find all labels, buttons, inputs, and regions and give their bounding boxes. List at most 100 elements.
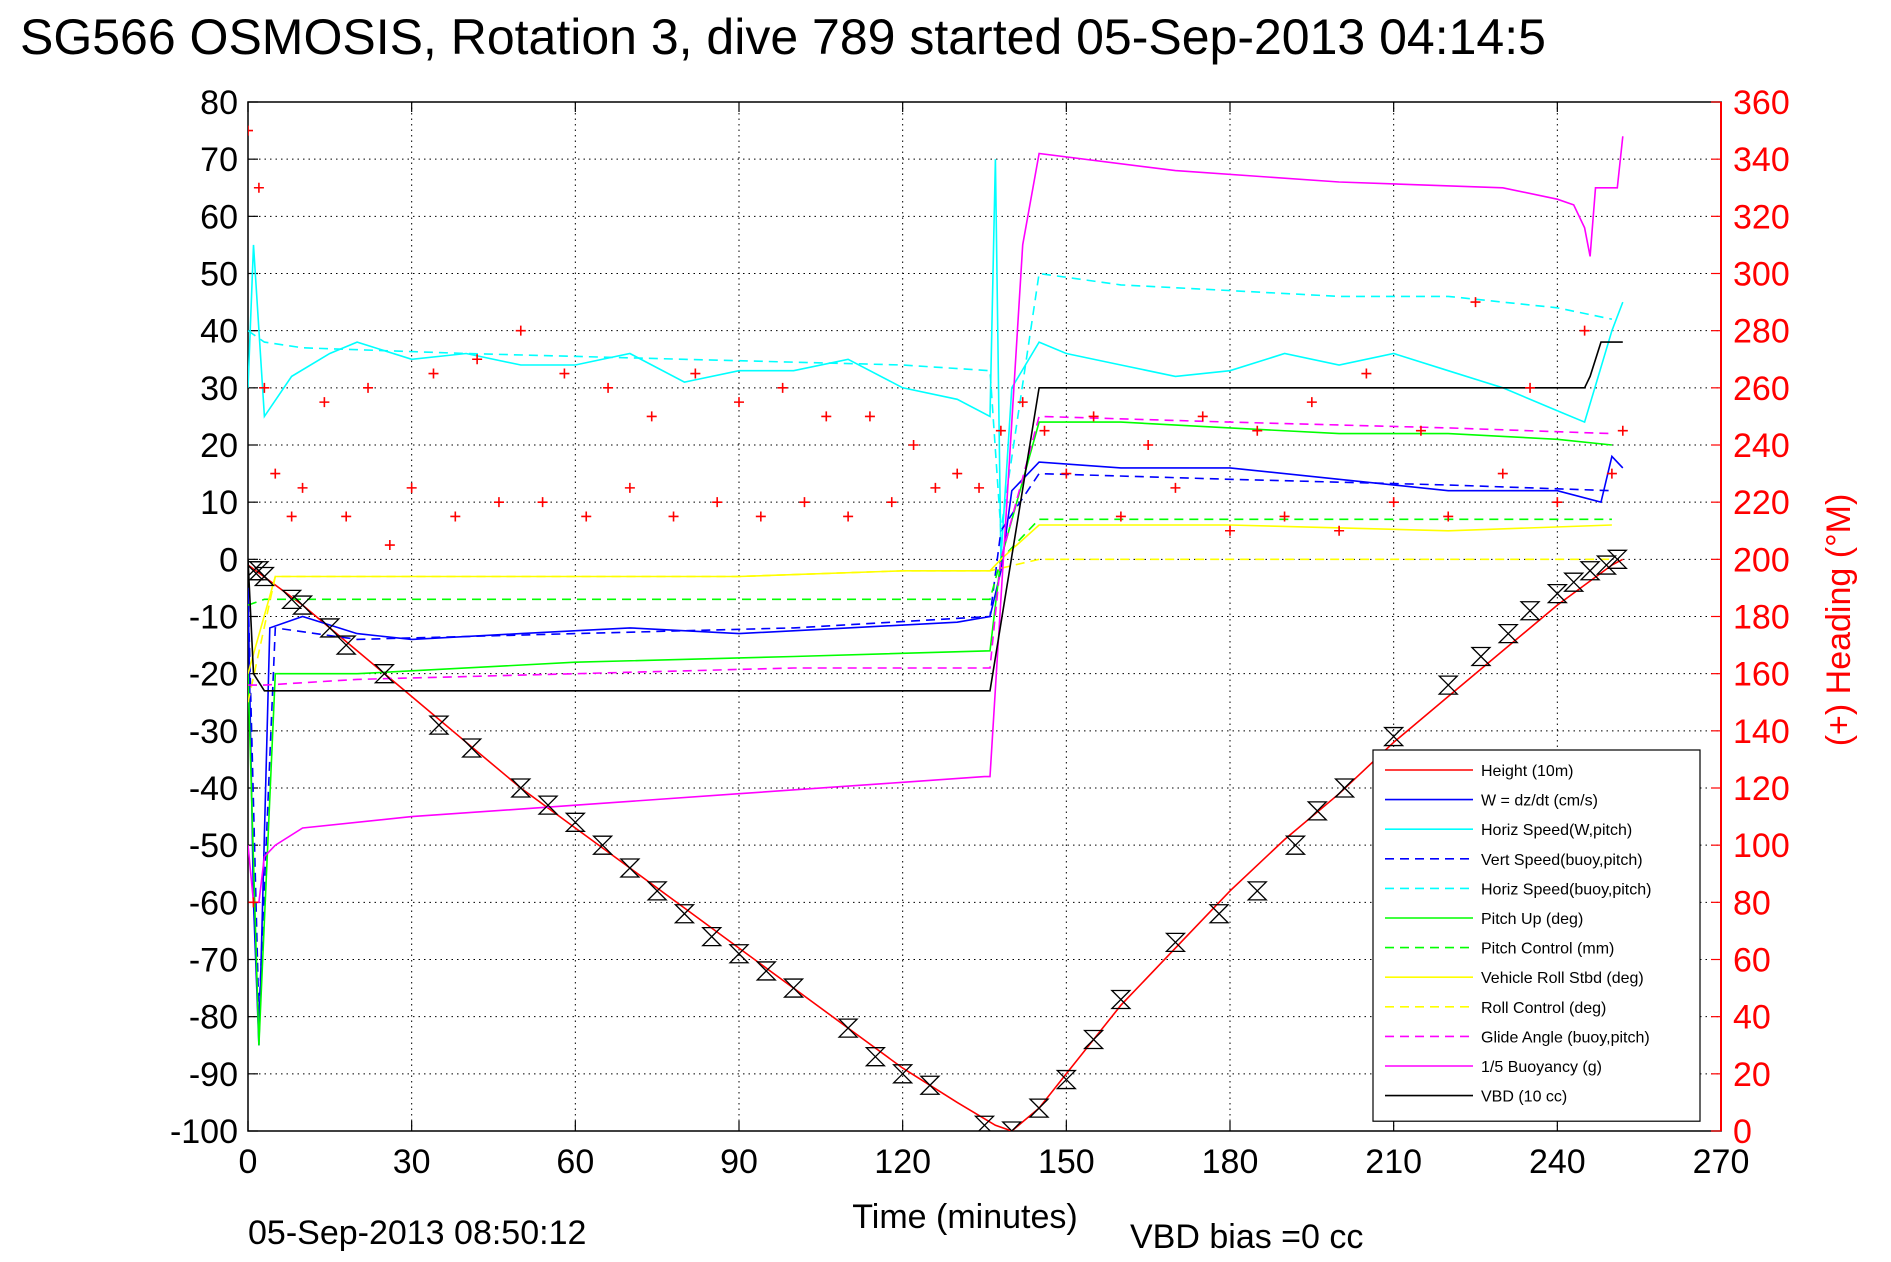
x-tick-label: 240 <box>1529 1143 1586 1181</box>
series-line-w-dz-dt-cm-s <box>248 454 1624 1046</box>
y-tick-label: -80 <box>189 999 238 1037</box>
heading-point <box>493 497 504 508</box>
y2-tick-label: 200 <box>1733 541 1790 579</box>
depth-marker <box>1208 904 1230 924</box>
y2-tick-label: 40 <box>1733 999 1771 1037</box>
x-tick-label: 120 <box>874 1143 931 1181</box>
axis-ticks: 0 30 60 90 120 150 180 210 240 270 80 70 60 50 40 30 20 1… <box>170 84 1790 1181</box>
heading-point <box>1617 425 1628 436</box>
depth-marker <box>1110 989 1132 1010</box>
heading-point <box>450 511 461 522</box>
depth-marker <box>1246 881 1268 901</box>
heading-point <box>363 382 374 393</box>
depth-marker <box>646 881 668 901</box>
heading-point <box>1579 325 1590 336</box>
heading-point <box>1606 468 1617 479</box>
y-tick-label: 10 <box>200 484 238 522</box>
heading-point <box>1017 397 1028 408</box>
series-line-height-10m <box>248 558 1624 1131</box>
y-tick-label: -100 <box>170 1113 238 1151</box>
depth-marker <box>673 904 696 924</box>
heading-point <box>624 482 635 493</box>
heading-point <box>995 425 1006 436</box>
heading-point <box>248 125 253 136</box>
series-line-vbd-10-cc <box>248 341 1623 692</box>
legend-label: VBD (10 cc) <box>1481 1089 1567 1106</box>
y-tick-label: -60 <box>189 884 238 922</box>
legend-label: Vehicle Roll Stbd (deg) <box>1481 970 1644 987</box>
y2-tick-label: 140 <box>1733 713 1790 751</box>
depth-marker <box>864 1047 886 1067</box>
depth-marker <box>1497 624 1519 644</box>
depth-marker <box>1001 1121 1023 1131</box>
depth-marker <box>782 978 805 998</box>
x-tick-label: 0 <box>239 1143 258 1181</box>
heading-point <box>1415 425 1426 436</box>
series-line-horiz-speed-buoy-pitch <box>248 272 1613 531</box>
depth-marker <box>1606 549 1628 569</box>
y2-tick-label: 260 <box>1733 370 1790 408</box>
x-tick-label: 60 <box>556 1143 594 1181</box>
x-tick-label: 270 <box>1693 1143 1750 1181</box>
y2-tick-label: 100 <box>1733 827 1790 865</box>
x-tick-label: 150 <box>1038 1143 1095 1181</box>
depth-marker <box>537 795 559 815</box>
heading-point <box>1252 425 1263 436</box>
heading-point <box>646 411 657 422</box>
legend-label: Vert Speed(buoy,pitch) <box>1481 852 1643 869</box>
series-line-horiz-speed-w-pitch <box>248 159 1624 560</box>
depth-marker <box>319 618 341 638</box>
depth-marker <box>564 812 586 832</box>
heading-point <box>1552 497 1563 508</box>
y-tick-label: -90 <box>189 1056 238 1094</box>
heading-point <box>734 397 744 408</box>
depth-marker <box>1055 1069 1077 1090</box>
y2-tick-label: 300 <box>1733 256 1790 294</box>
legend-label: Roll Control (deg) <box>1481 1000 1606 1017</box>
series-line-glide-angle-buoy-pitch <box>248 415 1612 686</box>
y-tick-label: -20 <box>189 656 238 694</box>
series-line-pitch-control-mm <box>248 518 1612 606</box>
depth-marker <box>892 1064 914 1084</box>
heading-point <box>843 511 854 522</box>
heading-point <box>406 482 417 493</box>
y2-tick-label: 280 <box>1733 313 1790 351</box>
vbd-bias-label: VBD bias =0 cc <box>1130 1218 1363 1256</box>
y-tick-label: 40 <box>200 313 238 351</box>
heading-point <box>1443 511 1454 522</box>
depth-marker <box>592 835 614 855</box>
y2-tick-label: 60 <box>1733 942 1771 980</box>
y2-tick-label: 340 <box>1733 141 1790 179</box>
y-tick-label: -40 <box>189 770 238 808</box>
legend-label: Horiz Speed(W,pitch) <box>1481 822 1632 839</box>
heading-point <box>259 382 270 393</box>
depth-marker <box>1306 801 1328 821</box>
y2-tick-label: 160 <box>1733 656 1790 694</box>
depth-marker <box>1546 583 1568 604</box>
depth-marker <box>1563 572 1585 592</box>
heading-point <box>777 382 788 393</box>
y-tick-label: -10 <box>189 599 238 637</box>
x-axis-label: Time (minutes) <box>852 1198 1077 1236</box>
legend: Height (10m) W = dz/dt (cm/s) Horiz Speed(… <box>1372 749 1701 1122</box>
y-tick-label: 20 <box>200 427 238 465</box>
heading-point <box>1061 468 1072 479</box>
depth-marker <box>1519 601 1541 621</box>
depth-marker <box>253 566 275 587</box>
y-tick-label: 0 <box>219 541 238 579</box>
heading-point <box>341 511 352 522</box>
legend-label: W = dz/dt (cm/s) <box>1481 793 1598 810</box>
depth-marker <box>755 961 777 981</box>
y-tick-label: 30 <box>200 370 238 408</box>
heading-point <box>1361 368 1372 379</box>
heading-point <box>799 497 810 508</box>
heading-point <box>886 497 897 508</box>
heading-point <box>755 511 766 522</box>
heading-point <box>248 897 259 908</box>
x-tick-label: 210 <box>1365 1143 1422 1181</box>
series-line-1-5-buoyancy-g <box>248 136 1624 904</box>
y2-tick-label: 80 <box>1733 884 1771 922</box>
heading-point <box>270 468 281 479</box>
heading-point <box>472 354 483 365</box>
legend-label: Pitch Up (deg) <box>1481 911 1583 928</box>
